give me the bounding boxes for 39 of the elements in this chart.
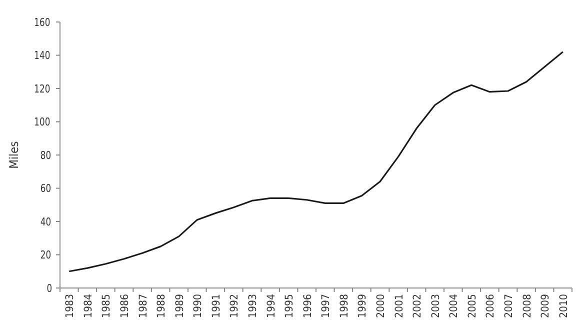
x-tick-label: 1987	[137, 294, 150, 318]
x-tick-label: 1992	[228, 294, 241, 318]
y-tick-label: 40	[40, 216, 52, 229]
x-tick-label: 1999	[356, 294, 369, 318]
x-tick-label: 2002	[412, 294, 424, 318]
x-tick-label: 1988	[156, 294, 168, 318]
y-tick-label: 120	[34, 84, 50, 96]
x-tick-label: 1989	[174, 294, 186, 318]
x-tick-label: 2007	[503, 294, 515, 318]
x-tick-label: 2010	[558, 294, 570, 318]
x-tick-label: 1996	[302, 294, 314, 318]
x-tick-label: 1995	[284, 294, 296, 318]
line-series	[68, 51, 564, 272]
y-axis-title: Miles	[7, 140, 21, 169]
y-tick-label: 100	[34, 116, 50, 129]
y-tick-label: 60	[40, 183, 52, 196]
y-tick-label: 0	[46, 283, 52, 296]
x-tick-label: 1990	[192, 294, 204, 318]
x-tick-label: 2003	[430, 294, 442, 318]
x-tick-label: 1984	[82, 294, 94, 318]
x-tick-label: 2004	[448, 294, 460, 318]
x-tick-label: 1983	[64, 294, 76, 318]
x-tick-label: 1985	[100, 294, 113, 318]
y-tick-label: 20	[40, 250, 52, 262]
x-tick-label: 2005	[466, 294, 478, 318]
x-tick-label: 1993	[247, 294, 259, 318]
x-tick-label: 2008	[521, 294, 534, 318]
x-tick-label: 1997	[320, 294, 332, 318]
x-tick-label: 1998	[338, 294, 350, 318]
y-tick-label: 80	[40, 150, 52, 162]
x-tick-label: 1994	[265, 294, 278, 318]
x-tick-label: 2006	[484, 294, 497, 318]
x-tick-label: 1986	[119, 294, 131, 318]
x-tick-label: 2000	[375, 294, 387, 318]
y-tick-label: 160	[34, 17, 50, 30]
x-tick-label: 1991	[210, 294, 222, 318]
y-tick-label: 140	[34, 50, 50, 62]
x-tick-label: 2001	[393, 294, 406, 318]
x-tick-label: 2009	[540, 294, 552, 318]
